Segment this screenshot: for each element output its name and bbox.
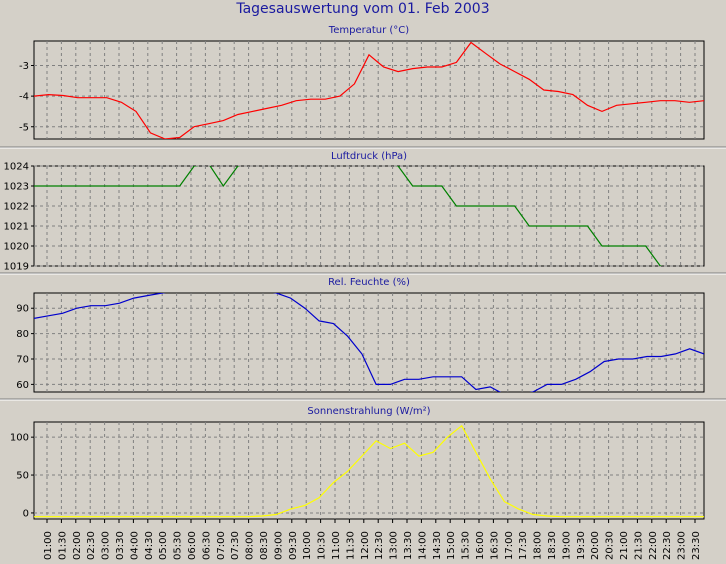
x-tick-label: 12:00 [360,531,371,560]
chart-panel-3: Rel. Feuchte (%) 90 80 70 60 [0,277,726,401]
x-tick-label: 22:30 [662,531,673,560]
x-tick-label: 06:30 [201,531,212,560]
y-tick-label: -3 [19,61,29,72]
x-tick-label: 21:00 [619,531,630,560]
x-tick-label: 20:30 [605,531,616,560]
x-tick-label: 06:00 [187,531,198,560]
chart-title: Temperatur (°C) [328,25,409,36]
x-tick-label: 16:00 [475,531,486,560]
x-tick-label: 10:00 [302,531,313,560]
series-line [34,166,663,266]
x-tick-label: 17:30 [518,531,529,560]
chart-panel-4: Sonnenstrahlung (W/m²) 100 50 0 [10,406,705,520]
x-tick-label: 14:00 [417,531,428,560]
chart-title: Rel. Feuchte (%) [328,277,410,288]
x-tick-label: 09:30 [288,531,299,560]
x-tick-label: 13:30 [403,531,414,560]
x-tick-label: 09:00 [273,531,284,560]
y-tick-label: 1020 [4,242,29,253]
x-tick-label: 18:30 [547,531,558,560]
x-tick-label: 04:00 [129,531,140,560]
x-tick-label: 22:00 [648,531,659,560]
x-tick-label: 02:30 [86,531,97,560]
x-tick-label: 21:30 [633,531,644,560]
x-tick-label: 13:00 [389,531,400,560]
y-tick-label: 1021 [4,222,29,233]
series-line [34,41,704,139]
x-tick-label: 17:00 [504,531,515,560]
chart-title: Luftdruck (hPa) [331,151,407,162]
x-tick-label: 16:30 [489,531,500,560]
x-tick-label: 23:00 [677,531,688,560]
x-tick-label: 11:00 [331,531,342,560]
x-tick-label: 05:00 [158,531,169,560]
x-tick-label: 03:30 [115,531,126,560]
window-title: Tagesauswertung vom 01. Feb 2003 [236,1,490,17]
y-tick-label: 90 [16,304,29,315]
x-tick-label: 12:30 [374,531,385,560]
x-tick-label: 08:00 [245,531,256,560]
y-tick-label: 1024 [4,162,29,173]
x-tick-label: 15:00 [446,531,457,560]
x-tick-label: 02:00 [72,531,83,560]
x-tick-label: 08:30 [259,531,270,560]
plot-area [33,292,705,393]
x-tick-label: 19:30 [576,531,587,560]
chart-panel-2: Luftdruck (hPa) 1024 1023 1022 1021 1020 1019 [0,151,726,275]
x-tick-label: 14:30 [432,531,443,560]
y-tick-label: 70 [16,355,29,366]
x-tick-label: 20:00 [590,531,601,560]
x-tick-label: 23:30 [691,531,702,560]
y-tick-label: 1023 [4,182,29,193]
x-tick-label: 04:30 [144,531,155,560]
x-tick-label: 18:00 [533,531,544,560]
plot-area [33,165,705,267]
x-tick-label: 15:30 [461,531,472,560]
y-tick-label: -5 [19,122,29,133]
y-tick-label: 0 [23,508,29,519]
y-tick-label: 1022 [4,202,29,213]
y-tick-label: 1019 [4,262,29,273]
chart-panel-1: Temperatur (°C) -3 -4 -5 [0,25,726,149]
x-tick-label: 11:30 [345,531,356,560]
x-tick-label: 03:00 [101,531,112,560]
y-tick-label: 50 [16,471,29,482]
y-tick-label: 100 [10,433,29,444]
y-tick-label: -4 [19,92,29,103]
x-tick-label: 01:00 [43,531,54,560]
x-tick-label: 05:30 [173,531,184,560]
x-tick-label: 10:30 [317,531,328,560]
x-axis: 01:00 01:30 02:00 02:30 03:00 03:30 04:00 04:30… [43,519,702,560]
x-tick-label: 07:00 [216,531,227,560]
x-tick-label: 01:30 [57,531,68,560]
series-line [34,293,704,392]
x-tick-label: 19:00 [561,531,572,560]
y-tick-label: 60 [16,380,29,391]
chart-title: Sonnenstrahlung (W/m²) [307,406,430,417]
x-tick-label: 07:30 [230,531,241,560]
plot-area [33,40,705,140]
y-tick-label: 80 [16,329,29,340]
series-line [34,424,704,518]
plot-area [33,421,705,520]
